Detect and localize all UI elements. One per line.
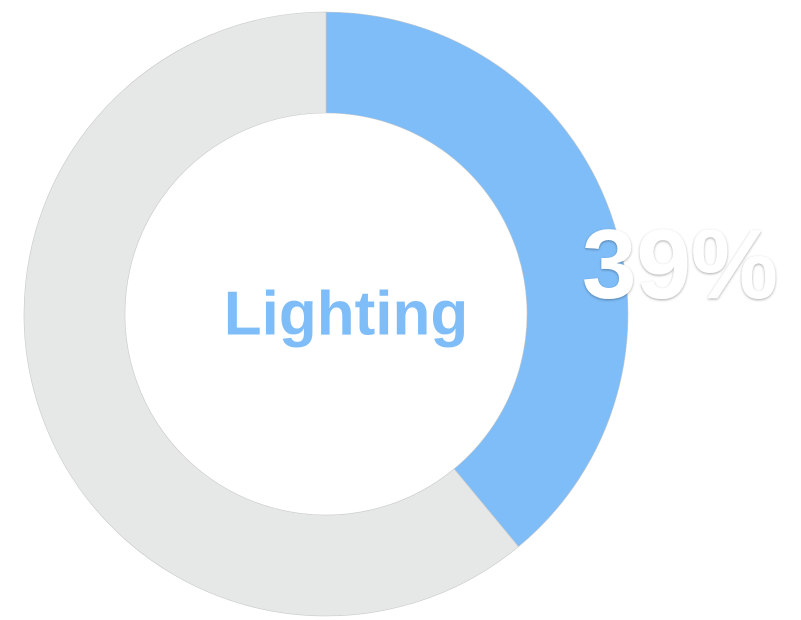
value-label: 39% (582, 209, 778, 319)
donut-segment (23, 11, 519, 617)
center-label: Lighting (224, 279, 468, 348)
segments (23, 11, 629, 617)
donut-segment (325, 11, 629, 548)
